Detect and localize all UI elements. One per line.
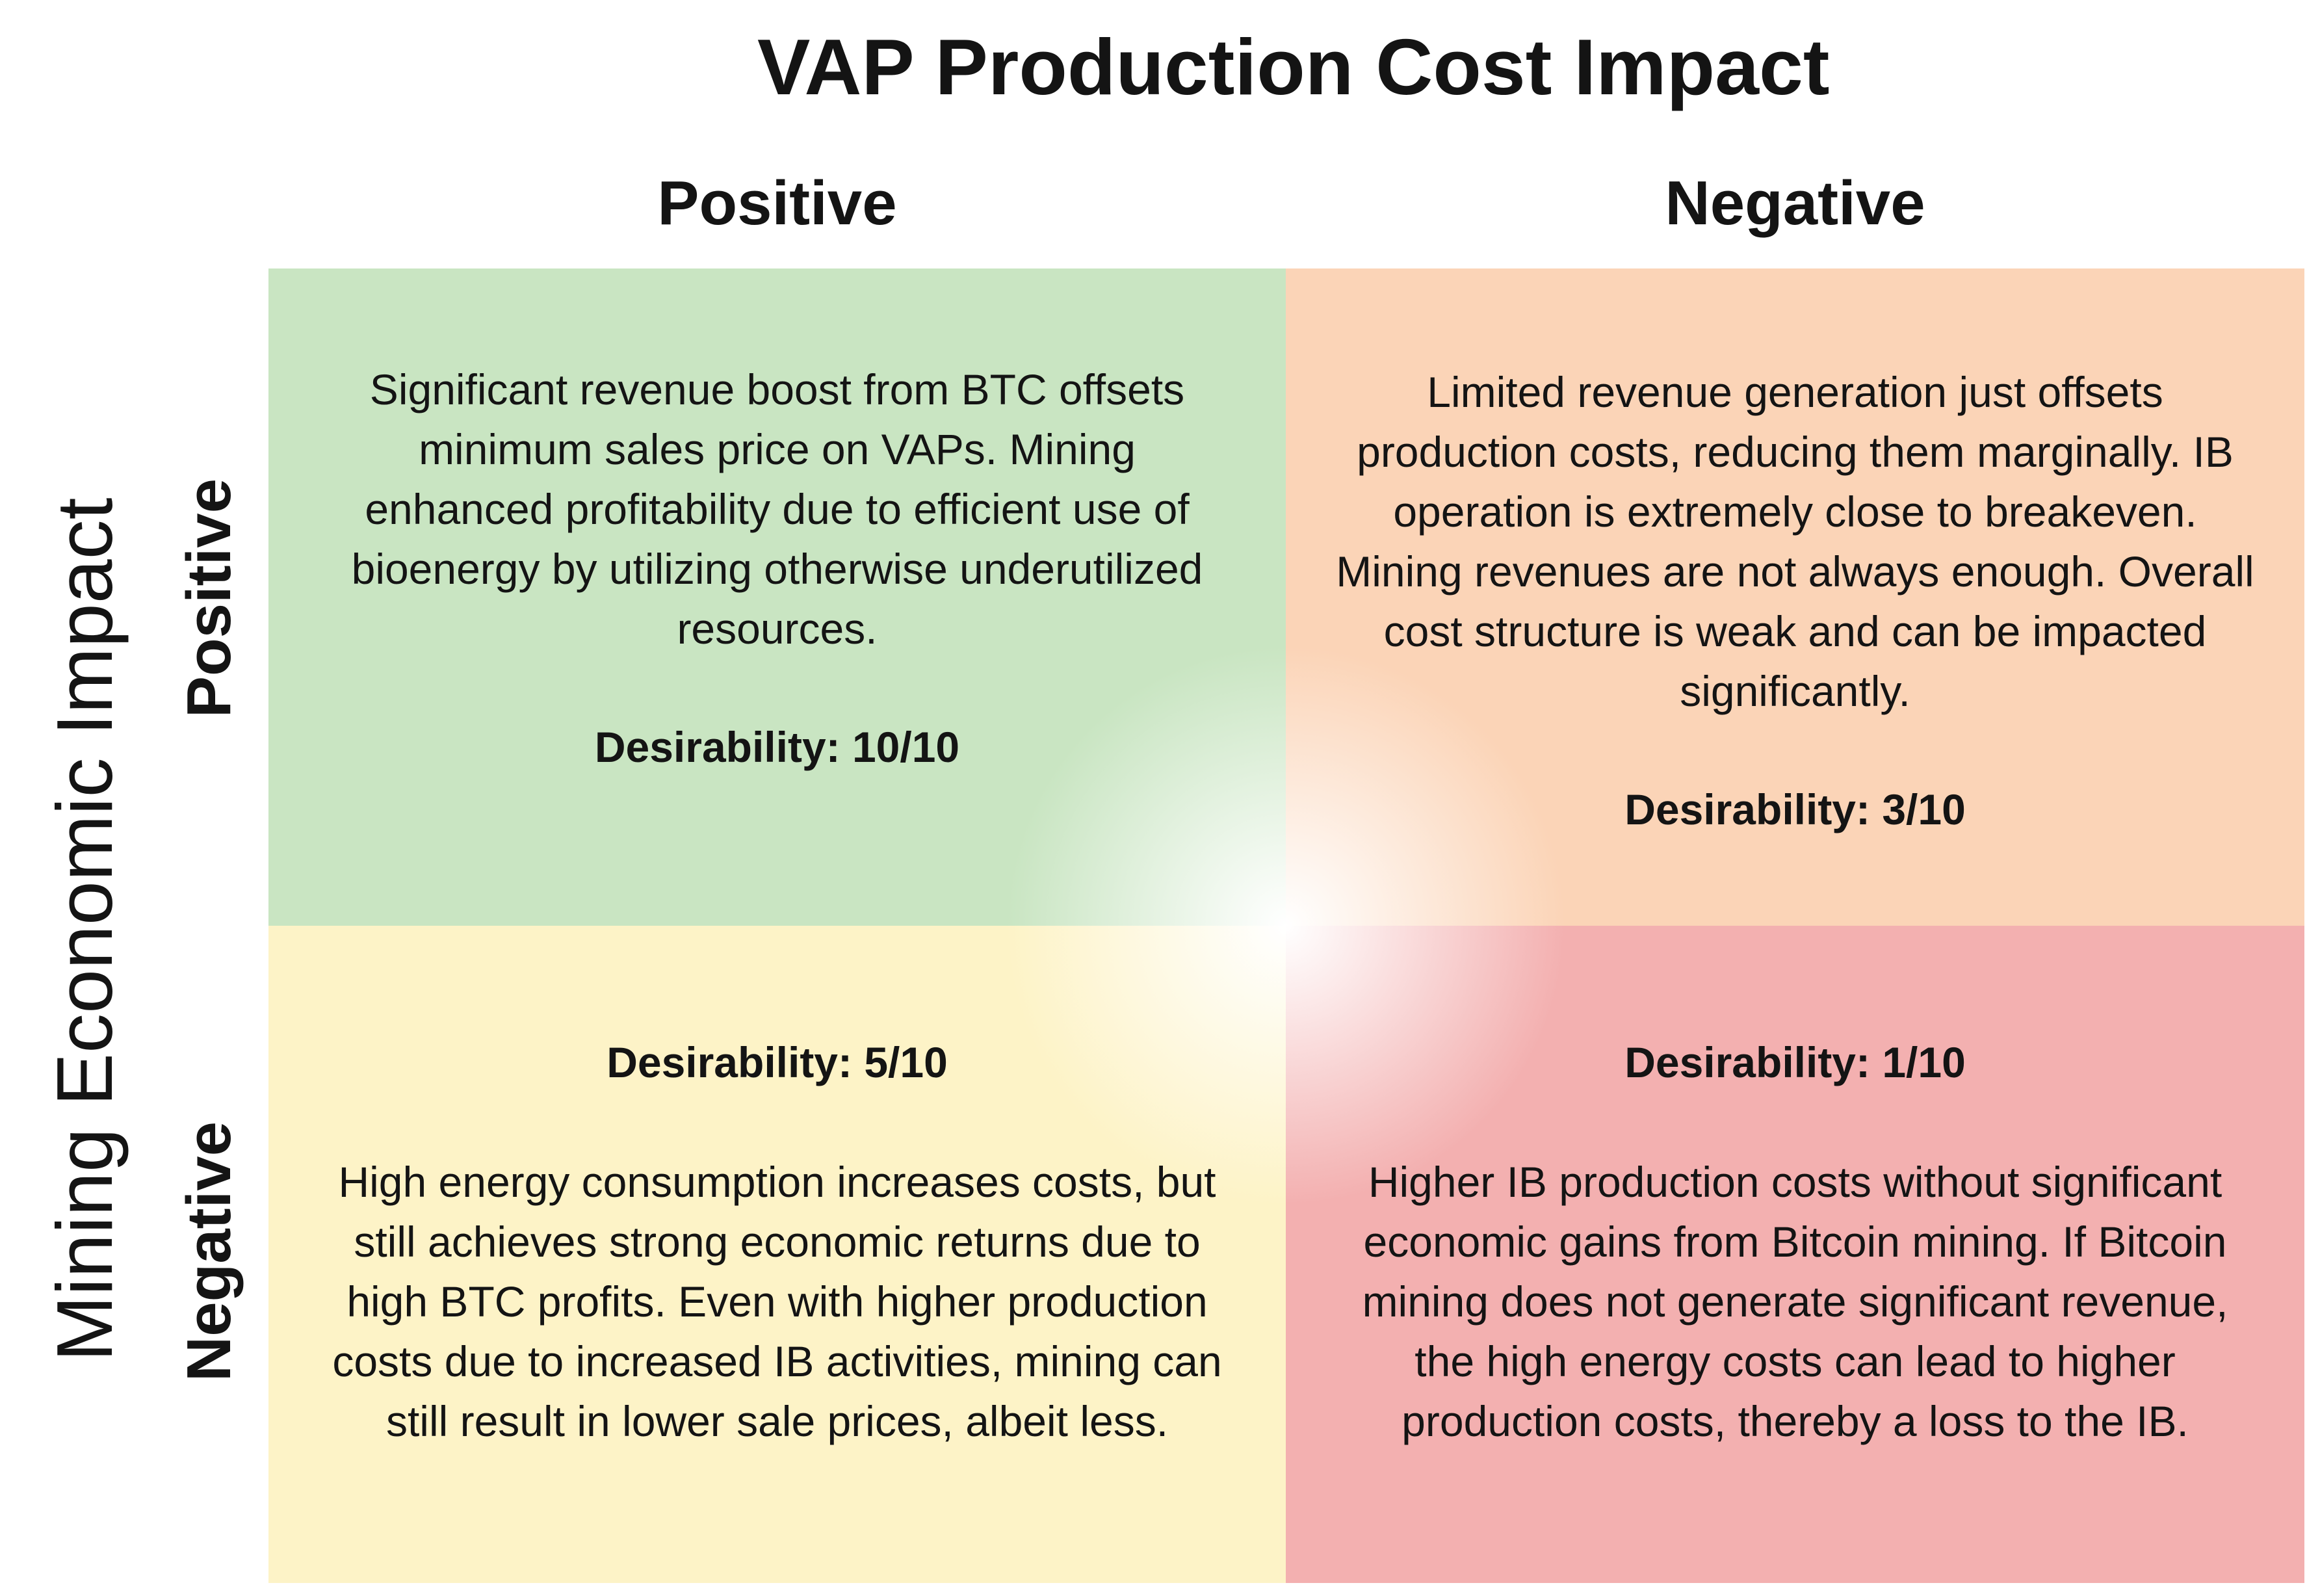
quadrant-bottom-right-fill (1286, 926, 2304, 1583)
chart-title: VAP Production Cost Impact (757, 23, 1830, 111)
y-axis-title: Mining Economic Impact (40, 497, 129, 1362)
quadrant-top-left-desirability: Desirability: 10/10 (594, 722, 960, 771)
quadrant-top-left: Significant revenue boost from BTC offse… (268, 268, 1286, 926)
quadrant-bottom-left-fill (268, 926, 1286, 1583)
quadrant-bottom-left-desirability: Desirability: 5/10 (606, 1038, 948, 1086)
column-header-negative: Negative (1665, 168, 1925, 238)
quadrant-bottom-right: Desirability: 1/10 Higher IB production … (1286, 926, 2304, 1583)
quadrant-top-right-desirability: Desirability: 3/10 (1624, 785, 1966, 833)
quadrant-bottom-left: Desirability: 5/10 High energy consumpti… (268, 926, 1286, 1583)
quadrant-bottom-right-description: Higher IB production costs without signi… (1362, 1157, 2228, 1445)
column-header-positive: Positive (657, 168, 897, 238)
quadrant-top-right-description: Limited revenue generation just offsets … (1336, 367, 2254, 715)
quadrant-gradient-background (268, 268, 2304, 1583)
quadrant-top-left-fill (268, 268, 1286, 926)
quadrant-top-right: Limited revenue generation just offsets … (1286, 268, 2304, 926)
row-header-positive: Positive (174, 478, 244, 718)
row-header-negative: Negative (174, 1121, 244, 1382)
quadrant-top-left-description: Significant revenue boost from BTC offse… (351, 365, 1203, 653)
quadrant-bottom-left-description: High energy consumption increases costs,… (332, 1157, 1222, 1445)
quadrant-bottom-right-desirability: Desirability: 1/10 (1624, 1038, 1966, 1086)
quadrant-top-right-fill (1286, 268, 2304, 926)
